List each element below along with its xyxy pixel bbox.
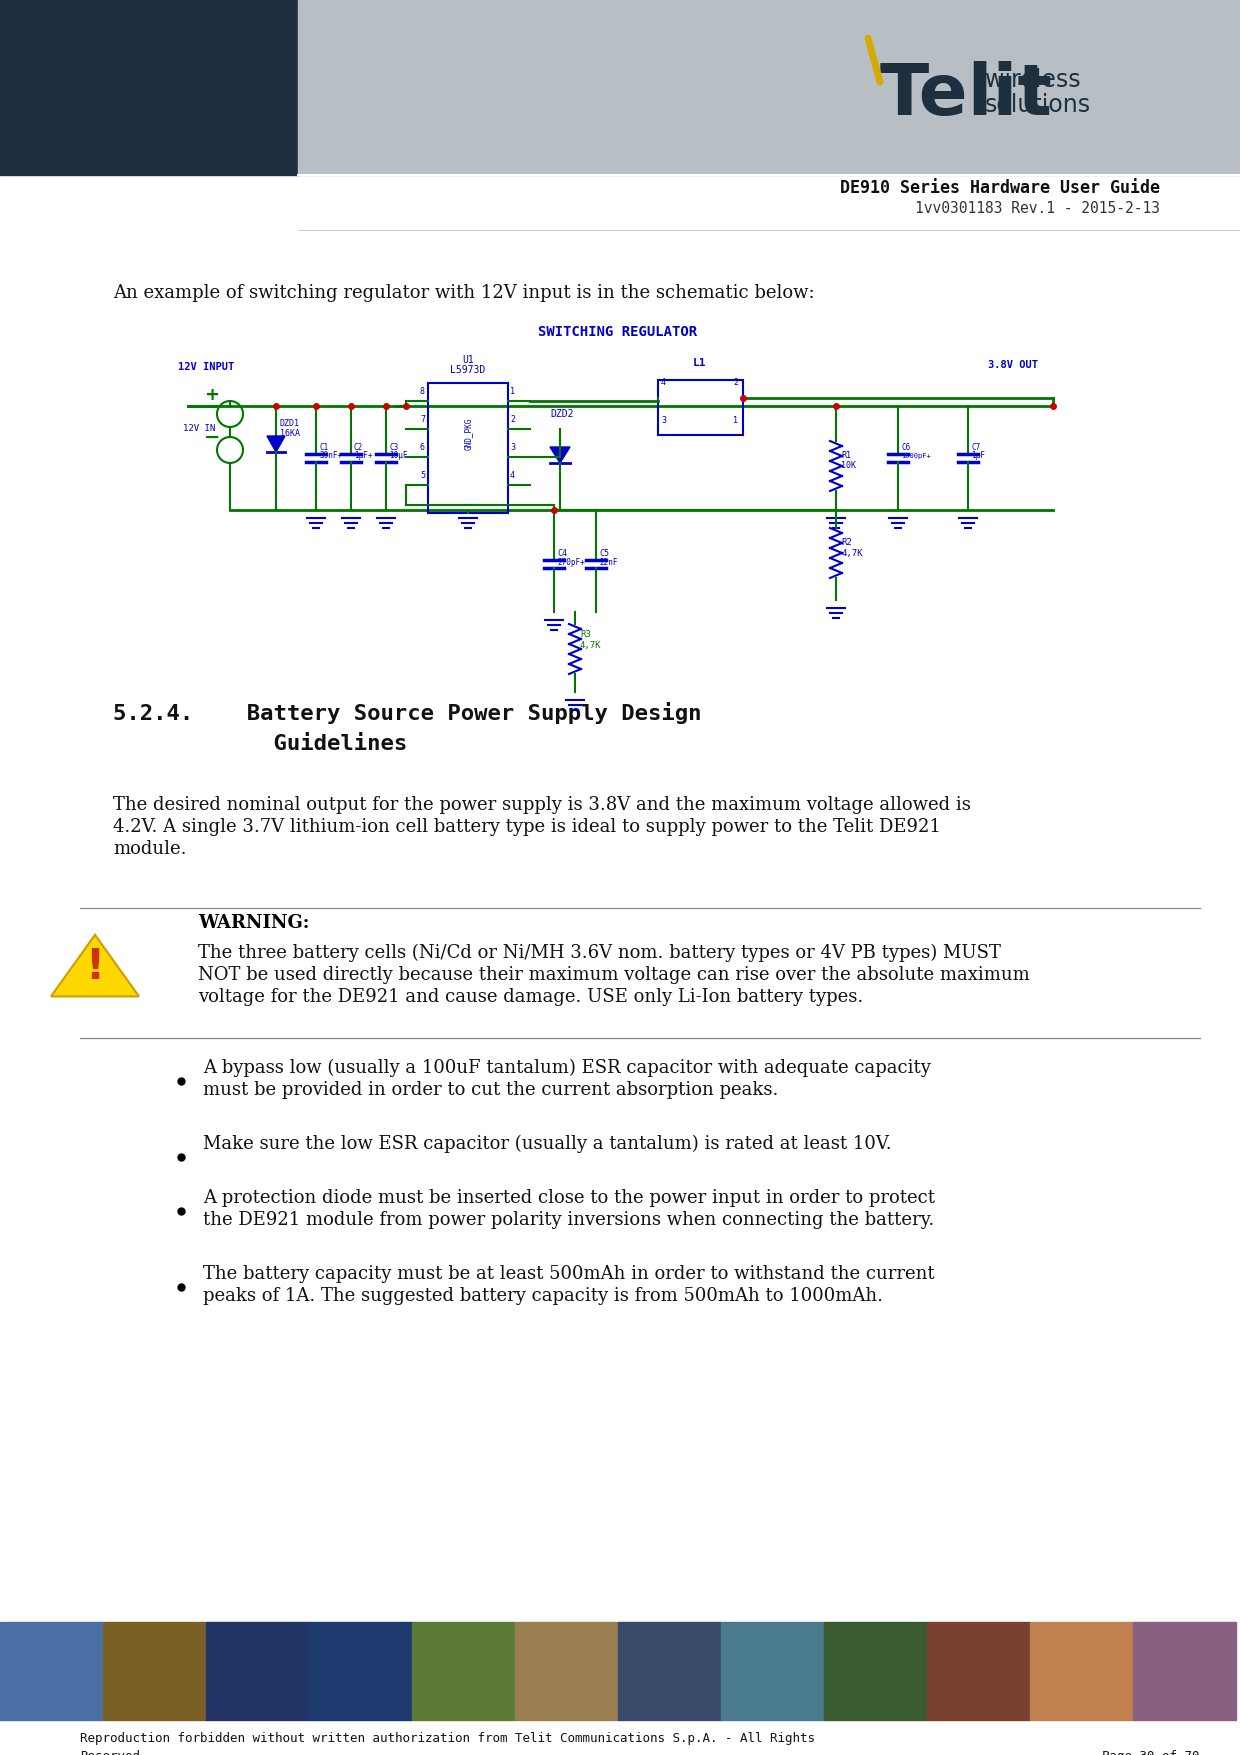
Bar (298, 0, 1240, 176)
Text: 10K: 10K (841, 462, 856, 470)
Text: 16KA: 16KA (280, 428, 300, 439)
Text: 1μF+: 1μF+ (353, 451, 372, 460)
Text: 3: 3 (661, 416, 666, 425)
Text: 270pF+: 270pF+ (557, 558, 585, 567)
Text: Reproduction forbidden without written authorization from Telit Communications S: Reproduction forbidden without written a… (81, 1732, 815, 1744)
Text: 2: 2 (733, 377, 738, 388)
Text: C4: C4 (557, 549, 567, 558)
Polygon shape (267, 435, 285, 453)
Text: C7: C7 (971, 442, 981, 453)
Polygon shape (51, 935, 139, 997)
Bar (0, 0, 298, 176)
Text: NOT be used directly because their maximum voltage can rise over the absolute ma: NOT be used directly because their maxim… (198, 965, 1029, 985)
Text: GND_PKG: GND_PKG (464, 418, 472, 449)
Text: C1: C1 (319, 442, 329, 453)
Bar (825, 1622, 928, 1720)
Text: 6: 6 (420, 442, 425, 453)
Text: R1: R1 (841, 451, 851, 460)
Text: must be provided in order to cut the current absorption peaks.: must be provided in order to cut the cur… (203, 1081, 779, 1099)
Text: 1: 1 (510, 388, 515, 397)
Text: module.: module. (113, 841, 186, 858)
Text: The desired nominal output for the power supply is 3.8V and the maximum voltage : The desired nominal output for the power… (113, 797, 971, 814)
Bar (412, 1622, 515, 1720)
Text: Telit: Telit (880, 60, 1053, 130)
Text: Page 30 of 70: Page 30 of 70 (1102, 1750, 1200, 1755)
Text: C3: C3 (389, 442, 398, 453)
Text: solutions: solutions (985, 93, 1091, 118)
Polygon shape (551, 448, 570, 463)
Text: 5.2.4.    Battery Source Power Supply Design: 5.2.4. Battery Source Power Supply Desig… (113, 702, 702, 725)
Text: 1: 1 (733, 416, 738, 425)
Text: 4,7K: 4,7K (580, 641, 601, 649)
Bar (928, 1622, 1030, 1720)
Text: R2: R2 (841, 539, 852, 548)
Text: −: − (205, 428, 221, 448)
Text: +: + (205, 386, 219, 404)
Text: C2: C2 (353, 442, 363, 453)
Bar (428, 383, 508, 512)
Text: The battery capacity must be at least 500mAh in order to withstand the current: The battery capacity must be at least 50… (203, 1265, 935, 1283)
Text: 10μF: 10μF (389, 451, 408, 460)
Text: 4,7K: 4,7K (841, 549, 863, 558)
Text: L1: L1 (693, 358, 707, 369)
Text: A bypass low (usually a 100uF tantalum) ESR capacitor with adequate capacity: A bypass low (usually a 100uF tantalum) … (203, 1058, 931, 1078)
Text: C6: C6 (901, 442, 910, 453)
Text: 3: 3 (510, 442, 515, 453)
Text: 3.8V OUT: 3.8V OUT (988, 360, 1038, 370)
Text: U1: U1 (463, 355, 474, 365)
Text: A protection diode must be inserted close to the power input in order to protect: A protection diode must be inserted clos… (203, 1188, 935, 1207)
Bar (309, 1622, 412, 1720)
Text: peaks of 1A. The suggested battery capacity is from 500mAh to 1000mAh.: peaks of 1A. The suggested battery capac… (203, 1286, 883, 1306)
Bar (103, 1622, 206, 1720)
Text: An example of switching regulator with 12V input is in the schematic below:: An example of switching regulator with 1… (113, 284, 815, 302)
Text: Make sure the low ESR capacitor (usually a tantalum) is rated at least 10V.: Make sure the low ESR capacitor (usually… (203, 1135, 892, 1153)
Text: 39nF+: 39nF+ (319, 451, 342, 460)
Text: 7: 7 (420, 414, 425, 425)
Text: L5973D: L5973D (450, 365, 486, 376)
Text: 22nF: 22nF (599, 558, 618, 567)
Text: DZD1: DZD1 (280, 419, 300, 428)
Bar (1030, 1622, 1133, 1720)
Text: 8: 8 (420, 388, 425, 397)
Text: DZD2: DZD2 (551, 409, 573, 419)
Text: The three battery cells (Ni/Cd or Ni/MH 3.6V nom. battery types or 4V PB types) : The three battery cells (Ni/Cd or Ni/MH … (198, 944, 1001, 962)
Text: R3: R3 (580, 630, 590, 639)
Text: 1vv0301183 Rev.1 - 2015-2-13: 1vv0301183 Rev.1 - 2015-2-13 (915, 202, 1159, 216)
Text: WARNING:: WARNING: (198, 914, 309, 932)
Text: 4: 4 (661, 377, 666, 388)
Text: 4: 4 (510, 470, 515, 481)
Bar (720, 1622, 825, 1720)
Bar (618, 1622, 720, 1720)
Text: voltage for the DE921 and cause damage. USE only Li-Ion battery types.: voltage for the DE921 and cause damage. … (198, 988, 863, 1006)
Bar (206, 1622, 309, 1720)
Text: SWITCHING REGULATOR: SWITCHING REGULATOR (538, 325, 698, 339)
Text: 4.2V. A single 3.7V lithium-ion cell battery type is ideal to supply power to th: 4.2V. A single 3.7V lithium-ion cell bat… (113, 818, 941, 835)
Text: 2: 2 (510, 414, 515, 425)
Text: !: ! (86, 946, 104, 988)
Text: 12V IN: 12V IN (184, 425, 216, 433)
Text: the DE921 module from power polarity inversions when connecting the battery.: the DE921 module from power polarity inv… (203, 1211, 934, 1228)
Text: DE910 Series Hardware User Guide: DE910 Series Hardware User Guide (839, 179, 1159, 197)
Text: Reserved.: Reserved. (81, 1750, 148, 1755)
Text: 1μF: 1μF (971, 451, 985, 460)
Text: 1000pF+: 1000pF+ (901, 453, 931, 460)
Bar (1133, 1622, 1236, 1720)
Text: 5: 5 (420, 470, 425, 481)
Text: C5: C5 (599, 549, 609, 558)
Bar (0, 1622, 103, 1720)
Text: Guidelines: Guidelines (113, 734, 407, 755)
Bar (515, 1622, 618, 1720)
Bar (658, 381, 743, 435)
Text: 12V INPUT: 12V INPUT (179, 362, 234, 372)
Text: wireless: wireless (985, 68, 1080, 91)
